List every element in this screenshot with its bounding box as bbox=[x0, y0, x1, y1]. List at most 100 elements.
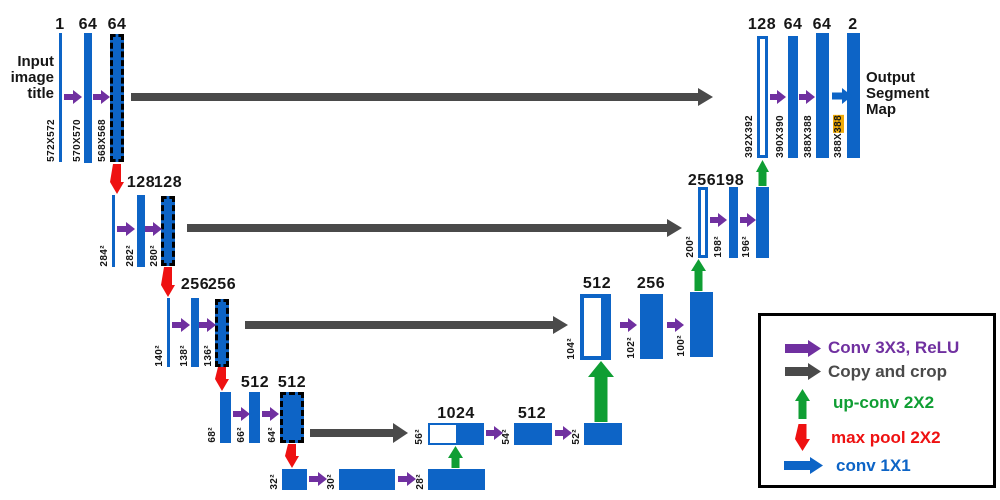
size-label: 68² bbox=[207, 427, 218, 443]
size-label: 104² bbox=[566, 338, 577, 360]
maxpool-arrow bbox=[110, 164, 124, 194]
channel-label: 64 bbox=[783, 16, 803, 33]
size-label: 284² bbox=[99, 245, 110, 267]
channel-label: 512 bbox=[582, 275, 612, 292]
size-label: 140² bbox=[154, 345, 165, 367]
maxpool-arrow bbox=[215, 367, 229, 391]
feature-map-bar-dashed bbox=[215, 299, 229, 367]
input-label-line2: image bbox=[10, 69, 54, 86]
conv3x3-arrow bbox=[233, 407, 250, 421]
legend-copy-crop-arrow-icon bbox=[785, 363, 821, 380]
feature-map-box bbox=[339, 469, 395, 490]
size-label: 64² bbox=[267, 427, 278, 443]
output-label-line1: Output bbox=[866, 69, 916, 86]
maxpool-arrow bbox=[285, 444, 299, 468]
maxpool-arrow bbox=[161, 267, 175, 297]
size-label: 568X568 bbox=[97, 119, 108, 162]
feature-map-bar bbox=[640, 294, 663, 359]
feature-map-bar-dashed bbox=[161, 196, 175, 266]
copy-crop-arrow bbox=[310, 423, 408, 443]
upconv-arrow bbox=[448, 446, 463, 468]
size-label: 54² bbox=[501, 429, 512, 445]
legend-upconv-arrow-icon bbox=[795, 389, 810, 419]
channel-label: 128 bbox=[126, 174, 156, 191]
size-label: 52² bbox=[571, 429, 582, 445]
concat-feature-box bbox=[428, 423, 484, 445]
size-label-highlight: 388 bbox=[833, 115, 844, 134]
legend-upconv-label: up-conv 2X2 bbox=[833, 393, 935, 412]
legend-box: Conv 3X3, ReLU Copy and crop up-conv 2X2… bbox=[758, 313, 996, 488]
size-label: 102² bbox=[626, 337, 637, 359]
conv3x3-arrow bbox=[64, 90, 82, 104]
output-label-line3: Map bbox=[866, 101, 896, 118]
size-label: 198² bbox=[713, 236, 724, 258]
channel-label: 512 bbox=[240, 374, 270, 391]
channel-label: 198 bbox=[715, 172, 745, 189]
output-segment-map-label: Output Segment Map bbox=[866, 70, 986, 118]
feature-map-bar-dashed bbox=[280, 392, 304, 443]
input-label-line3: title bbox=[27, 85, 54, 102]
channel-label: 1024 bbox=[437, 405, 475, 422]
channel-label: 128 bbox=[153, 174, 183, 191]
size-label-highlighted: 388X388 bbox=[832, 115, 845, 158]
feature-map-bar bbox=[690, 292, 713, 357]
conv3x3-arrow bbox=[770, 90, 786, 104]
size-label: 100² bbox=[676, 335, 687, 357]
size-label: 388X388 bbox=[803, 115, 814, 158]
feature-map-bar bbox=[788, 36, 798, 158]
size-label: 30² bbox=[326, 474, 337, 490]
size-label: 282² bbox=[125, 245, 136, 267]
upsampled-feature-bar bbox=[757, 36, 768, 158]
channel-label: 128 bbox=[747, 16, 777, 33]
legend-conv3x3-arrow-icon bbox=[785, 340, 821, 357]
channel-label: 256 bbox=[180, 276, 210, 293]
feature-map-bar bbox=[112, 195, 115, 267]
upconv-arrow bbox=[588, 361, 614, 422]
input-image-label: Input image title bbox=[2, 54, 54, 102]
feature-map-box bbox=[584, 423, 622, 445]
size-label-prefix: 388X bbox=[833, 133, 844, 158]
channel-label: 256 bbox=[207, 276, 237, 293]
feature-map-bar bbox=[249, 392, 260, 443]
upsampled-feature-bar bbox=[698, 187, 708, 258]
concat-feature-bar bbox=[580, 294, 611, 360]
size-label: 392X392 bbox=[744, 115, 755, 158]
channel-label: 512 bbox=[277, 374, 307, 391]
size-label: 136² bbox=[203, 345, 214, 367]
legend-conv1x1-label: conv 1X1 bbox=[836, 456, 911, 475]
channel-label: 512 bbox=[517, 405, 547, 422]
feature-map-bar bbox=[59, 33, 62, 162]
size-label: 200² bbox=[685, 236, 696, 258]
feature-map-bar bbox=[816, 33, 829, 158]
size-label: 570X570 bbox=[72, 119, 83, 162]
size-label: 390X390 bbox=[775, 115, 786, 158]
feature-map-bar bbox=[220, 392, 231, 443]
size-label: 280² bbox=[149, 245, 160, 267]
channel-label: 256 bbox=[636, 275, 666, 292]
size-label: 572X572 bbox=[46, 119, 57, 162]
feature-map-box bbox=[282, 469, 307, 490]
output-label-line2: Segment bbox=[866, 85, 930, 102]
upconv-arrow bbox=[756, 160, 769, 186]
copy-crop-arrow bbox=[245, 316, 568, 334]
copy-crop-arrow bbox=[131, 88, 713, 106]
size-label: 196² bbox=[741, 236, 752, 258]
size-label: 32² bbox=[269, 474, 280, 490]
feature-map-bar bbox=[84, 33, 92, 163]
legend-conv1x1-arrow-icon bbox=[784, 457, 823, 474]
size-label: 138² bbox=[179, 345, 190, 367]
conv3x3-arrow bbox=[740, 213, 756, 227]
feature-map-bar bbox=[191, 298, 199, 367]
legend-conv3x3-label: Conv 3X3, ReLU bbox=[828, 338, 960, 357]
input-label-line1: Input bbox=[17, 53, 54, 70]
copy-crop-arrow bbox=[187, 219, 682, 237]
channel-label: 64 bbox=[107, 16, 127, 33]
channel-label: 64 bbox=[78, 16, 98, 33]
channel-label: 2 bbox=[848, 16, 858, 33]
conv3x3-arrow bbox=[145, 222, 162, 236]
legend-maxpool-arrow-icon bbox=[795, 424, 810, 451]
feature-map-box bbox=[428, 469, 485, 490]
conv3x3-arrow bbox=[799, 90, 815, 104]
conv3x3-arrow bbox=[620, 318, 637, 332]
